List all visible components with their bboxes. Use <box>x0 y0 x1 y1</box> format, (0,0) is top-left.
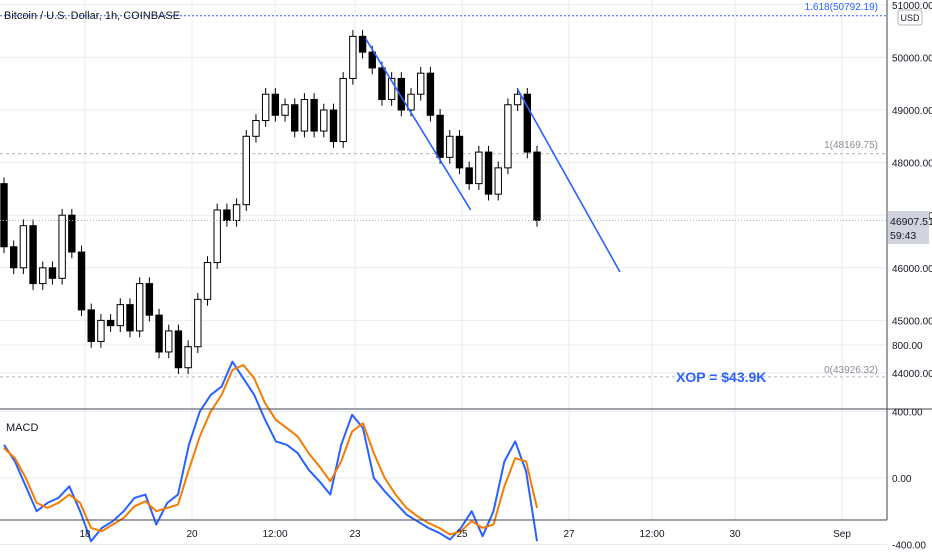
candle[interactable] <box>106 319 115 327</box>
currency-button[interactable] <box>897 9 923 26</box>
candle[interactable] <box>513 93 522 106</box>
candle[interactable] <box>407 93 415 111</box>
macd-pane[interactable] <box>3 360 538 543</box>
candle[interactable] <box>165 330 173 353</box>
fib-levels <box>0 15 887 378</box>
candle[interactable] <box>484 151 493 195</box>
candle[interactable] <box>523 93 532 153</box>
candle[interactable] <box>368 51 376 69</box>
candle[interactable] <box>387 77 396 100</box>
candle[interactable] <box>155 314 163 353</box>
candle[interactable] <box>446 135 454 158</box>
candle[interactable] <box>475 151 483 185</box>
macd-line[interactable] <box>3 360 538 543</box>
price-tick-label: 49000.00 <box>892 106 932 117</box>
xop-annotation: XOP = $43.9K <box>676 369 766 385</box>
price-tick-label: 50000.00 <box>892 53 932 64</box>
trendline[interactable] <box>365 38 472 211</box>
candle[interactable] <box>97 319 105 342</box>
price-tick-label: 46000.00 <box>892 264 932 275</box>
candle[interactable] <box>48 267 57 279</box>
price-tick-label: 48000.00 <box>892 159 932 170</box>
candle[interactable] <box>436 114 444 158</box>
currency-label: USD <box>900 13 920 23</box>
candle[interactable] <box>0 183 8 248</box>
time-tick-label: 18 <box>79 529 91 540</box>
candle[interactable] <box>58 214 66 279</box>
candle[interactable] <box>358 35 367 53</box>
candle[interactable] <box>271 93 280 116</box>
candle[interactable] <box>310 98 318 132</box>
candle[interactable] <box>417 72 425 95</box>
candles[interactable] <box>0 30 887 375</box>
candle[interactable] <box>68 214 76 253</box>
macd-label: MACD <box>6 422 38 434</box>
macd-tick-label: -400.00 <box>892 540 926 550</box>
candle[interactable] <box>174 330 183 369</box>
time-tick-label: 30 <box>729 529 741 540</box>
time-tick-label: 12:00 <box>639 529 664 540</box>
macd-tick-label: 800.00 <box>892 341 923 352</box>
fib-label-top: 1.618(50792.19) <box>805 2 878 13</box>
axes[interactable]: 44000.0045000.0046000.0047000.0048000.00… <box>79 1 932 552</box>
price-tick-label: 51000.00 <box>892 1 932 12</box>
candle[interactable] <box>9 246 18 269</box>
candle[interactable] <box>232 204 241 221</box>
candle[interactable] <box>349 35 357 79</box>
candle[interactable] <box>504 104 512 169</box>
candle[interactable] <box>213 209 221 264</box>
time-tick-label: 27 <box>563 529 575 540</box>
candle[interactable] <box>300 98 309 132</box>
candle[interactable] <box>87 309 95 342</box>
price-tick-label: 44000.00 <box>892 369 932 380</box>
candle[interactable] <box>242 135 250 206</box>
signal-line[interactable] <box>3 364 538 536</box>
time-tick-label: 20 <box>186 529 198 540</box>
macd-tick-label: 400.00 <box>892 408 923 419</box>
time-tick-label: 25 <box>456 529 468 540</box>
candle[interactable] <box>194 298 202 348</box>
candle[interactable] <box>533 151 541 221</box>
candle[interactable] <box>281 104 289 116</box>
candle[interactable] <box>455 135 464 169</box>
candle[interactable] <box>39 267 47 285</box>
candle[interactable] <box>29 225 37 285</box>
price-tick-label: 45000.00 <box>892 316 932 327</box>
fib-label-bottom: 0(43926.32) <box>824 365 878 376</box>
candle[interactable] <box>339 77 347 143</box>
candle[interactable] <box>203 262 212 300</box>
trendline[interactable] <box>516 88 621 273</box>
candle[interactable] <box>252 120 260 137</box>
candle[interactable] <box>378 67 386 100</box>
macd-tick-label: 0.00 <box>892 474 912 485</box>
candle[interactable] <box>320 109 328 132</box>
candle[interactable] <box>184 346 192 369</box>
candle[interactable] <box>329 109 338 143</box>
price-badge <box>888 211 929 244</box>
price-badge-value: 46907.51 <box>890 216 932 228</box>
candle[interactable] <box>116 304 124 327</box>
candle[interactable] <box>145 283 154 316</box>
candle[interactable] <box>19 225 28 269</box>
fib-label-mid: 1(48169.75) <box>824 140 878 151</box>
candle[interactable] <box>397 77 406 111</box>
grid <box>0 0 887 545</box>
candle[interactable] <box>291 104 299 132</box>
time-tick-label: 23 <box>349 529 361 540</box>
trendlines[interactable] <box>365 38 621 273</box>
candle[interactable] <box>126 304 134 332</box>
candle[interactable] <box>77 251 86 311</box>
candle[interactable] <box>426 72 435 116</box>
price-badge-countdown: 59:43 <box>890 230 916 242</box>
candle[interactable] <box>494 167 502 195</box>
candle[interactable] <box>135 283 144 332</box>
candle[interactable] <box>465 167 473 185</box>
time-tick-label: Sep <box>833 529 851 540</box>
candle[interactable] <box>261 93 270 122</box>
symbol-label: Bitcoin / U.S. Dollar, 1h, COINBASE <box>4 10 180 22</box>
candle[interactable] <box>223 209 231 221</box>
time-tick-label: 12:00 <box>262 529 287 540</box>
